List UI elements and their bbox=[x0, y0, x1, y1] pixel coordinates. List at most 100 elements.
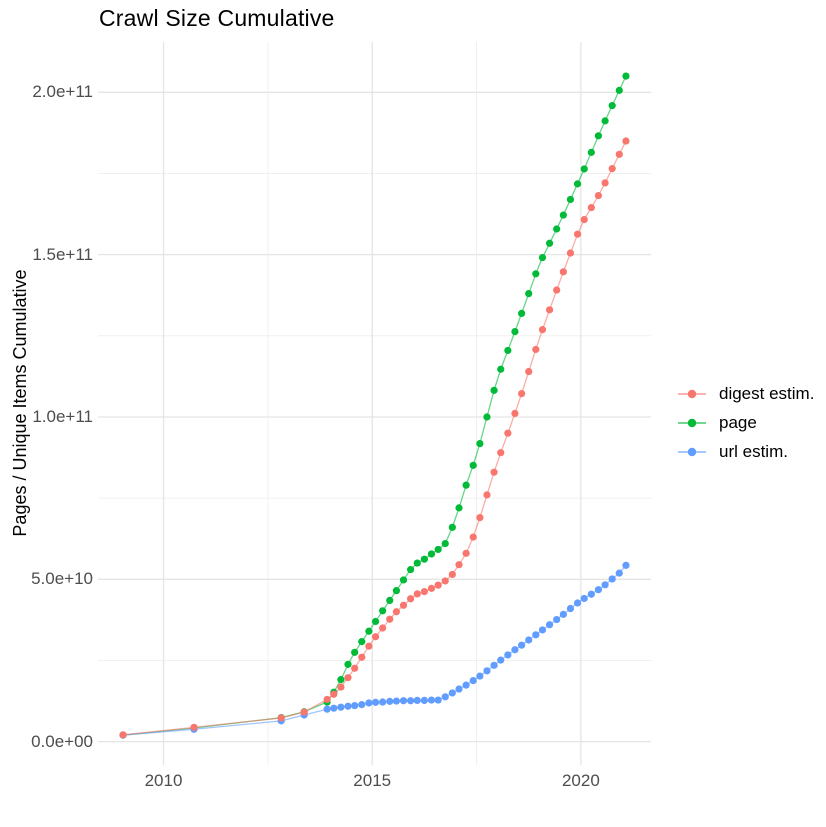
y-tick-label: 1.0e+11 bbox=[32, 406, 93, 426]
series-url-estim-point bbox=[441, 693, 449, 701]
legend-key-digest-estim-icon bbox=[678, 389, 706, 398]
series-page-point bbox=[601, 117, 609, 125]
series-url-estim-point bbox=[371, 698, 380, 706]
series-digest-estim-point bbox=[573, 230, 582, 238]
series-page-point bbox=[399, 576, 408, 584]
series-page-point bbox=[559, 211, 567, 219]
legend-item-digest-estim: digest estim. bbox=[676, 379, 814, 408]
series-digest-estim-point bbox=[351, 664, 359, 672]
series-digest-estim-point bbox=[399, 601, 408, 609]
series-digest-estim-point bbox=[386, 615, 394, 623]
series-url-estim-point bbox=[330, 704, 338, 712]
series-url-estim-point bbox=[392, 697, 401, 705]
series-digest-estim-point bbox=[559, 268, 567, 276]
series-digest-estim-point bbox=[413, 590, 421, 598]
legend-label: digest estim. bbox=[719, 383, 815, 403]
series-url-estim-point bbox=[601, 581, 609, 589]
series-digest-estim-point bbox=[615, 150, 623, 158]
series-digest-estim-point bbox=[371, 633, 380, 641]
series-url-estim-point bbox=[365, 699, 373, 707]
series-page-point bbox=[392, 587, 401, 595]
series-digest-estim-point bbox=[344, 674, 352, 682]
series-page-point bbox=[580, 165, 588, 173]
series-digest-estim-point bbox=[587, 203, 595, 212]
series-page-point bbox=[351, 648, 359, 656]
series-url-estim-point bbox=[545, 621, 554, 629]
series-url-estim-point bbox=[573, 599, 582, 607]
series-url-estim-point bbox=[420, 696, 428, 704]
series-url-estim-point bbox=[532, 631, 540, 639]
series-url-estim-point bbox=[462, 681, 470, 689]
series-url-estim-point bbox=[323, 705, 331, 713]
series-url-estim-point bbox=[553, 615, 561, 624]
series-page-point bbox=[386, 596, 394, 605]
series-url-estim-point bbox=[469, 676, 477, 685]
series-digest-estim-point bbox=[580, 215, 588, 224]
series-page-point bbox=[413, 559, 421, 567]
series-digest-estim-point bbox=[594, 191, 603, 200]
series-page-point bbox=[566, 195, 575, 204]
series-digest-estim-point bbox=[462, 549, 470, 557]
series-page-point bbox=[462, 481, 470, 489]
series-url-estim-point bbox=[525, 636, 533, 644]
series-page-point bbox=[476, 439, 484, 448]
series-digest-estim-point bbox=[448, 570, 456, 579]
x-tick-label: 2015 bbox=[353, 771, 392, 790]
series-page-point bbox=[504, 346, 512, 355]
series-url-estim-point bbox=[511, 646, 519, 654]
series-digest-estim-point bbox=[455, 561, 463, 569]
series-url-estim-point bbox=[399, 697, 408, 705]
legend-key-url-estim-icon bbox=[678, 447, 706, 456]
series-digest-estim-point bbox=[538, 326, 547, 334]
series-page-point bbox=[497, 365, 505, 373]
series-page-point bbox=[365, 627, 373, 635]
series-digest-estim-point bbox=[379, 624, 387, 632]
x-tick-label: 2010 bbox=[144, 771, 183, 790]
series-url-estim-point bbox=[483, 667, 491, 675]
y-tick-label: 2.0e+11 bbox=[32, 82, 93, 102]
series-page-point bbox=[483, 413, 491, 421]
series-page-point bbox=[511, 327, 519, 336]
series-digest-estim-point bbox=[358, 653, 366, 661]
series-digest-estim-point bbox=[532, 345, 540, 354]
legend-item-url-estim: url estim. bbox=[676, 437, 814, 466]
series-digest-estim-point bbox=[476, 514, 484, 522]
series-digest-estim-point bbox=[518, 389, 526, 398]
series-page-point bbox=[538, 253, 547, 262]
series-digest-estim-point bbox=[511, 409, 519, 418]
series-url-estim-point bbox=[337, 703, 345, 711]
series-page-point bbox=[379, 607, 387, 615]
series-url-estim-point bbox=[407, 697, 415, 705]
series-page-point bbox=[427, 550, 436, 558]
series-page-point bbox=[594, 132, 603, 140]
series-digest-estim-line bbox=[122, 140, 627, 736]
series-url-estim-point bbox=[538, 626, 547, 634]
series-url-estim-point bbox=[427, 696, 436, 704]
series-url-estim-point bbox=[559, 610, 567, 618]
x-tick-label: 2020 bbox=[561, 771, 600, 790]
series-url-estim-point bbox=[580, 594, 588, 603]
series-url-estim-point bbox=[386, 697, 394, 705]
series-page-point bbox=[622, 72, 630, 80]
series-digest-estim-point bbox=[566, 249, 575, 257]
series-digest-estim-point bbox=[483, 491, 491, 499]
series-page-point bbox=[358, 638, 366, 646]
series-digest-estim-point bbox=[490, 468, 498, 476]
series-page-point bbox=[441, 539, 449, 548]
series-digest-estim-point bbox=[119, 731, 127, 739]
series-page-point bbox=[615, 86, 623, 94]
series-page-point bbox=[434, 545, 442, 554]
series-page-point bbox=[608, 102, 616, 110]
y-axis-title: Pages / Unique Items Cumulative bbox=[10, 269, 30, 537]
series-url-estim-point bbox=[455, 685, 463, 693]
series-digest-estim-point bbox=[525, 367, 533, 376]
series-page-point bbox=[371, 617, 380, 626]
series-digest-estim-point bbox=[553, 286, 561, 294]
series-url-estim-point bbox=[504, 651, 512, 659]
series-url-estim-point bbox=[615, 569, 623, 577]
series-page-point bbox=[455, 504, 463, 512]
series-digest-estim-point bbox=[504, 429, 512, 437]
series-page-point bbox=[545, 239, 554, 247]
legend-key-page-icon bbox=[678, 418, 706, 427]
